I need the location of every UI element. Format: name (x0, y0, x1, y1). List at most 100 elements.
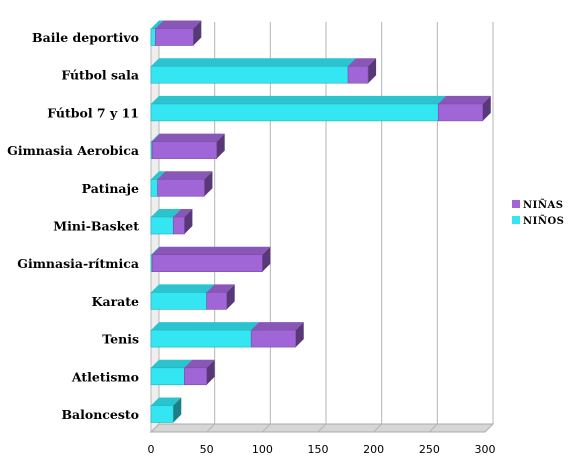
bar-front (172, 216, 185, 235)
bar-side (204, 171, 213, 197)
bar-top (151, 58, 357, 67)
bar-front (150, 367, 185, 386)
bar-NIÑAS-7 (206, 284, 235, 310)
bar-NIÑAS-4 (157, 171, 213, 197)
bar-top (151, 20, 164, 29)
x-tick-label: 150 (308, 443, 329, 456)
bar-top (251, 322, 304, 331)
bar-side (173, 397, 182, 423)
bar-front (150, 405, 174, 423)
bar-top (173, 209, 193, 217)
bar-side (193, 20, 202, 46)
bar-NIÑOS-10 (150, 397, 182, 423)
gridline-floor-200 (373, 423, 383, 433)
bar-front (150, 216, 174, 235)
gridline-floor-50 (206, 423, 216, 433)
bar-NIÑAS-8 (250, 322, 304, 348)
bar-top (155, 20, 202, 29)
category-label: Tenis (102, 332, 139, 347)
bar-front (150, 329, 252, 348)
bar-top (152, 246, 271, 255)
bar-front (150, 103, 439, 122)
bar-NIÑOS-2 (150, 95, 447, 122)
bar-front (206, 292, 228, 310)
x-tick-labels: 0 50 100 150 200 250 300 (148, 443, 496, 456)
x-tick-label: 300 (475, 443, 496, 456)
gridline-floor-0 (150, 423, 160, 433)
bar-top (157, 171, 213, 180)
legend-swatch (512, 216, 520, 224)
legend-swatch (512, 200, 520, 208)
bar-top (151, 397, 182, 406)
category-label: Baile deportivo (32, 30, 139, 45)
bar-NIÑAS-3 (151, 133, 225, 159)
bar-front (150, 65, 349, 84)
bars (150, 20, 491, 423)
bar-side (262, 246, 271, 272)
category-label: Karate (92, 294, 139, 309)
bar-NIÑAS-5 (172, 209, 193, 235)
bar-side (184, 209, 193, 234)
x-tick-label: 200 (363, 443, 384, 456)
bar-top (151, 284, 215, 293)
legend-label: NIÑOS (523, 215, 564, 227)
legend: NIÑAS NIÑOS (512, 199, 564, 227)
bar-top (438, 95, 491, 104)
bar-top (151, 171, 166, 180)
bar-NIÑOS-1 (150, 58, 357, 84)
bar-side (295, 322, 304, 348)
bar-front (347, 65, 369, 84)
gridline-floor-100 (261, 423, 271, 433)
category-label: Patinaje (82, 181, 139, 196)
bar-front (151, 254, 263, 272)
category-label: Fútbol sala (61, 68, 139, 83)
bar-top (151, 133, 161, 142)
bar-NIÑOS-8 (150, 322, 260, 348)
bar-front (184, 367, 207, 386)
x-tick-label: 50 (200, 443, 214, 456)
bar-top (151, 322, 260, 331)
legend-label: NIÑAS (523, 199, 563, 211)
bar-NIÑAS-2 (437, 95, 491, 122)
category-label: Baloncesto (61, 407, 139, 422)
bar-side (226, 284, 235, 310)
bar-front (437, 103, 484, 122)
bar-NIÑAS-0 (155, 20, 202, 46)
bar-front (150, 179, 158, 197)
gridlines (150, 22, 494, 433)
category-labels: Baile deportivo Fútbol sala Fútbol 7 y 11 G… (7, 30, 139, 422)
bar-NIÑAS-9 (184, 359, 215, 386)
category-label: Gimnasia Aerobica (7, 143, 139, 158)
gridline-floor-150 (317, 423, 327, 433)
bar-front (150, 292, 207, 310)
bar-top (152, 133, 225, 142)
category-label: Mini-Basket (53, 219, 139, 234)
bar-top (151, 246, 161, 255)
bar-front (157, 179, 205, 197)
bar-NIÑAS-1 (347, 58, 377, 84)
bar-side (206, 359, 215, 385)
bar-top (184, 359, 215, 368)
bar-side (368, 58, 377, 84)
bar-front (250, 329, 297, 348)
bar-side (216, 133, 225, 159)
bar-front (155, 28, 194, 46)
bar-front (150, 28, 156, 46)
x-tick-label: 250 (419, 443, 440, 456)
category-label: Gimnasia-rítmica (17, 256, 139, 271)
bar-side (482, 95, 491, 121)
x-tick-label: 0 (148, 443, 155, 456)
bar-NIÑAS-6 (151, 246, 271, 272)
bar-top (348, 58, 377, 67)
bar-front (151, 141, 217, 159)
bar-top (206, 284, 235, 293)
bar-top (151, 359, 193, 368)
bar-top (151, 95, 447, 104)
gridline-floor-250 (428, 423, 438, 433)
x-tick-label: 100 (252, 443, 273, 456)
category-label: Fútbol 7 y 11 (47, 105, 139, 120)
category-label: Atletismo (71, 369, 139, 384)
bar-top (151, 209, 182, 217)
gridline-floor-300 (484, 423, 494, 433)
